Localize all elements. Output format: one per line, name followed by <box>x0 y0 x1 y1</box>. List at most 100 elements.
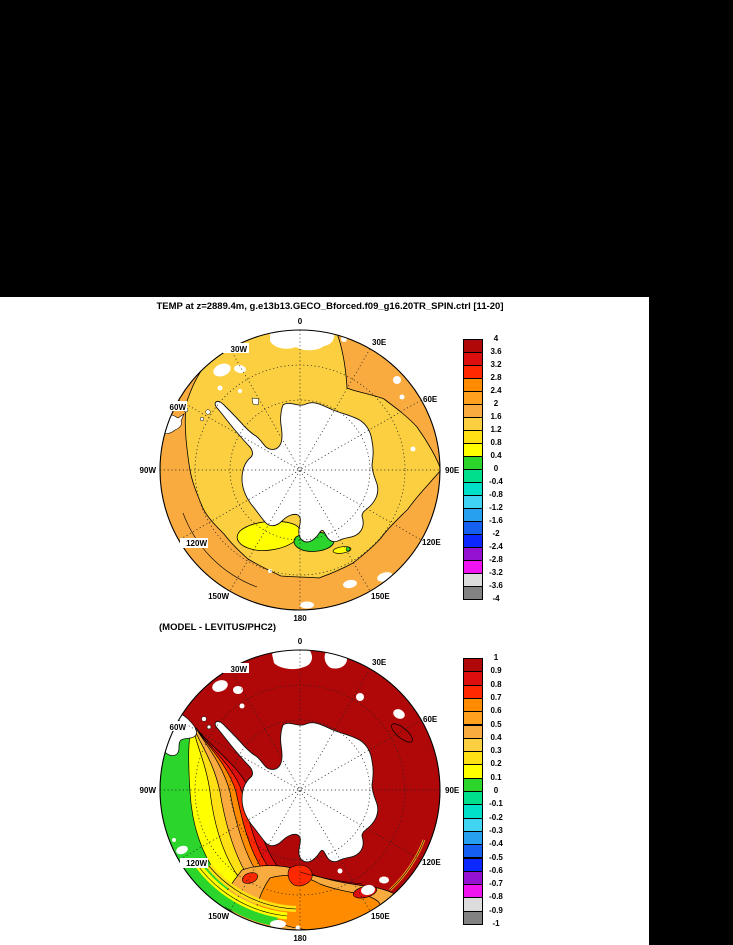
colorbar-difference: 1 0.9 0.8 0.7 0.6 0.5 0.4 0.3 0.2 0.1 0 -0.1 -0.2 -0.… <box>463 654 523 930</box>
colorbar-box <box>463 724 483 739</box>
lon-label: 30E <box>372 338 387 347</box>
lon-label: 120E <box>422 538 441 547</box>
missing-data-patch <box>217 385 223 391</box>
missing-data-patch <box>361 884 375 896</box>
lon-label: 60W <box>170 403 187 412</box>
colorbar-label: 0.3 <box>490 746 502 756</box>
lon-label: 90E <box>445 786 460 795</box>
colorbar-label: 3.6 <box>490 347 502 356</box>
colorbar-label: 0.4 <box>490 451 502 460</box>
colorbar-label: -0.1 <box>489 799 503 809</box>
model-temperature-map: 0 30E 60E 90E 120E 150E 180 150W 120W 90… <box>140 317 460 623</box>
colorbar-label: 2 <box>493 399 499 408</box>
colorbar-label: 0.8 <box>490 679 502 689</box>
colorbar-box <box>463 365 483 379</box>
contour-line <box>182 512 258 588</box>
missing-data-patch <box>272 650 312 670</box>
page-title: TEMP at z=2889.4m, g.e13b13.GECO_Bforced… <box>156 301 504 312</box>
missing-data-patch <box>393 709 405 719</box>
colorbar-box <box>463 658 483 673</box>
missing-data-patch <box>233 686 243 694</box>
graticule <box>160 650 440 930</box>
missing-data-patch <box>270 920 286 928</box>
colorbar-label: 0 <box>493 786 499 795</box>
contour-line <box>299 871 363 885</box>
antarctica-continent <box>214 720 379 863</box>
missing-data-patch <box>234 364 246 374</box>
colorbar-box <box>463 339 483 353</box>
missing-data-patch <box>212 680 228 692</box>
missing-data-patch <box>393 376 401 384</box>
colorbar-label: 0.6 <box>490 706 502 716</box>
colorbar-box <box>463 521 483 535</box>
colorbar-box <box>463 897 483 912</box>
colorbar-box <box>463 352 483 366</box>
colorbar-label: -0.2 <box>489 812 503 822</box>
colorbar-box <box>463 404 483 418</box>
colorbar-box <box>463 378 483 392</box>
colorbar-label: -1.6 <box>489 516 503 525</box>
colorbar-box <box>463 844 483 859</box>
missing-data-patch <box>343 579 357 589</box>
colorbar-box <box>463 456 483 470</box>
colorbar-box <box>463 547 483 561</box>
colorbar-model: 4 3.6 3.2 2.8 2.4 2 1.6 1.2 0.8 0.4 0 -0.4 -0.8 -1.2 -… <box>463 335 523 605</box>
missing-data-patch <box>172 838 176 842</box>
island <box>205 409 211 415</box>
map-fill-layer <box>160 330 440 610</box>
map-rim <box>159 649 441 931</box>
colorbar-label: -0.7 <box>489 879 503 889</box>
lon-label: 150W <box>208 912 229 921</box>
colorbar-box <box>463 830 483 846</box>
lon-label: 30W <box>231 665 248 674</box>
lon-label: 60W <box>170 723 187 732</box>
lon-label: 180 <box>293 934 307 943</box>
colorbar-label: 0.5 <box>490 719 502 729</box>
lon-label: 60E <box>423 715 438 724</box>
colorbar-label: -2 <box>492 529 500 538</box>
colorbar-box <box>463 671 483 686</box>
colorbar-box <box>463 711 483 726</box>
colorbar-label: -1 <box>492 919 500 928</box>
colorbar-label: -1.2 <box>489 503 503 512</box>
longitude-labels: 0 30E 60E 90E 120E 150E 180 150W 120W 90… <box>140 637 460 943</box>
colorbar-label: 0.2 <box>490 759 502 769</box>
lon-label: 120W <box>186 859 207 868</box>
lon-label: 90W <box>140 786 157 795</box>
lon-label: 180 <box>293 614 307 623</box>
colorbar-box <box>463 586 483 600</box>
colorbar-box <box>463 884 483 899</box>
colorbar-label: 1.2 <box>490 425 502 434</box>
colorbar-label: -0.9 <box>489 905 503 915</box>
map-rim <box>159 329 441 611</box>
lon-label: 30W <box>231 345 248 354</box>
colorbar-label: 0 <box>493 464 499 473</box>
missing-data-patch <box>337 868 343 874</box>
lon-label: 150W <box>208 592 229 601</box>
antarctica-continent <box>214 400 379 543</box>
colorbar-box <box>463 777 483 792</box>
island <box>199 416 205 422</box>
colorbar-label: -3.2 <box>489 568 503 577</box>
island <box>251 397 260 406</box>
map-fill-layer <box>160 650 440 930</box>
missing-data-patch <box>239 703 245 709</box>
colorbar-box <box>463 417 483 431</box>
colorbar-box <box>463 430 483 444</box>
colorbar-box <box>463 684 483 699</box>
colorbar-label: 1 <box>493 653 499 662</box>
colorbar-box <box>463 495 483 509</box>
colorbar-label: 0.1 <box>490 772 502 782</box>
colorbar-box <box>463 737 483 753</box>
colorbar-box <box>463 482 483 496</box>
bottom-rim-bands <box>182 858 297 927</box>
colorbar-box <box>463 870 483 886</box>
lon-label: 120E <box>422 858 441 867</box>
colorbar-label: -0.8 <box>489 892 503 902</box>
colorbar-label: -0.8 <box>489 490 503 499</box>
colorbar-label: 3.2 <box>490 360 502 369</box>
colorbar-box <box>463 817 483 832</box>
colorbar-box <box>463 534 483 548</box>
missing-data-patch <box>268 569 272 573</box>
